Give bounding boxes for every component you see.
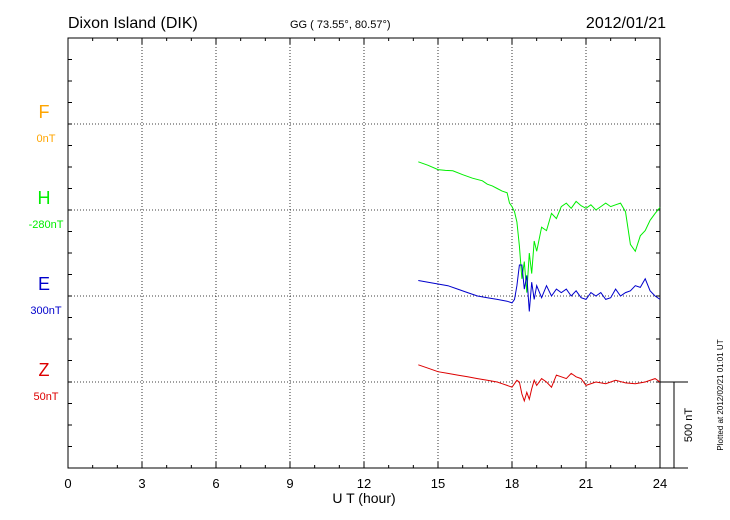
channel-name-f: F xyxy=(39,102,50,122)
x-tick-label: 0 xyxy=(64,476,71,491)
x-tick-label: 3 xyxy=(138,476,145,491)
x-tick-label: 21 xyxy=(579,476,593,491)
channel-offset-h: -280nT xyxy=(29,219,64,231)
x-tick-labels: 0 3 6 9 12 15 18 21 24 xyxy=(64,476,667,491)
x-axis-label: U T (hour) xyxy=(332,490,395,506)
channel-name-z: Z xyxy=(39,360,50,380)
x-tick-label: 6 xyxy=(212,476,219,491)
channel-offset-f: 0nT xyxy=(37,133,56,145)
station-title: Dixon Island (DIK) xyxy=(68,15,198,32)
plot-date: 2012/01/21 xyxy=(586,15,666,32)
axis-ticks xyxy=(67,38,661,468)
channel-offset-z: 50nT xyxy=(33,391,58,403)
series-lines xyxy=(418,161,661,403)
series-line-h xyxy=(418,161,661,293)
channel-name-e: E xyxy=(38,274,50,294)
channel-labels: F 0nT H -280nT E 300nT Z 50nT xyxy=(29,102,64,403)
x-tick-label: 9 xyxy=(286,476,293,491)
station-coordinates: GG ( 73.55°, 80.57°) xyxy=(290,19,391,31)
x-tick-label: 24 xyxy=(653,476,667,491)
x-tick-label: 15 xyxy=(431,476,445,491)
scale-label: 500 nT xyxy=(683,408,695,443)
x-tick-label: 12 xyxy=(357,476,371,491)
scale-bar: 500 nT xyxy=(660,381,695,469)
channel-offset-e: 300nT xyxy=(30,305,61,317)
plot-frame xyxy=(67,37,661,469)
x-tick-label: 18 xyxy=(505,476,519,491)
series-line-z xyxy=(418,364,661,403)
channel-name-h: H xyxy=(38,188,51,208)
series-line-e xyxy=(418,264,661,312)
plotted-timestamp: Plotted at 2012/02/21 01:01 UT xyxy=(716,339,725,450)
grid-lines xyxy=(68,38,660,468)
